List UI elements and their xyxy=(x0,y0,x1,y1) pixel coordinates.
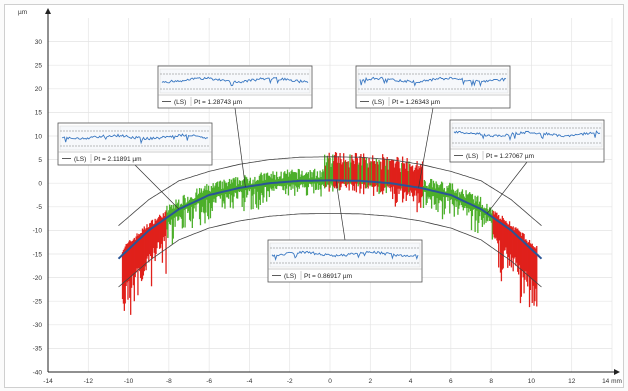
inset-panel: (LS) Pt = 1.26343 µm xyxy=(355,65,511,188)
x-tick-label: 12 xyxy=(568,378,576,385)
inset-plot-area xyxy=(451,122,603,148)
x-tick-label: -8 xyxy=(166,378,172,385)
y-tick-label: -20 xyxy=(33,275,43,282)
inset-label: (LS) xyxy=(372,99,384,106)
inset-label: (LS) xyxy=(466,153,478,160)
x-tick-label: 6 xyxy=(449,378,453,385)
inset-panel: (LS) Pt = 0.86917 µm xyxy=(267,180,423,283)
inset-panel: (LS) Pt = 2.11891 µm xyxy=(57,122,213,210)
y-tick-label: -25 xyxy=(33,299,43,306)
inset-trace xyxy=(453,130,601,142)
x-tick-label: 2 xyxy=(368,378,372,385)
x-tick-label: 14 mm xyxy=(602,378,622,385)
inset-label: (LS) xyxy=(74,156,86,163)
y-tick-label: -5 xyxy=(36,204,42,211)
y-tick-label: 5 xyxy=(38,157,42,164)
y-tick-label: 0 xyxy=(38,181,42,188)
x-tick-label: 8 xyxy=(489,378,493,385)
inset-pt-value: Pt = 1.28743 µm xyxy=(194,99,242,106)
inset-label: (LS) xyxy=(284,273,296,280)
inset-pt-value: Pt = 0.86917 µm xyxy=(304,273,352,280)
y-tick-label: -10 xyxy=(33,228,43,235)
y-tick-label: -30 xyxy=(33,322,43,329)
inset-label: (LS) xyxy=(174,99,186,106)
y-tick-label: -15 xyxy=(33,251,43,258)
y-tick-label: 30 xyxy=(35,39,43,46)
upper-tolerance-line xyxy=(118,156,542,226)
x-tick-label: -6 xyxy=(206,378,212,385)
grid xyxy=(47,18,613,373)
inset-trace xyxy=(359,76,507,88)
inset-panels: (LS) Pt = 2.11891 µm(LS) Pt = 1.28743 µm(L… xyxy=(57,65,605,283)
y-tick-label: -40 xyxy=(33,369,43,376)
x-axis-arrow xyxy=(614,369,620,375)
inset-leader-line xyxy=(134,164,180,210)
x-tick-label: -2 xyxy=(287,378,293,385)
chart-frame xyxy=(4,4,624,388)
inset-trace xyxy=(61,133,209,145)
series-group xyxy=(117,156,543,288)
x-tick-label: 0 xyxy=(328,378,332,385)
x-tick-label: -12 xyxy=(84,378,94,385)
inset-leader-line xyxy=(335,180,346,241)
inset-panel: (LS) Pt = 1.27067 µm xyxy=(449,119,605,214)
inset-leader-line xyxy=(234,107,246,188)
x-tick-label: 4 xyxy=(409,378,413,385)
nominal-profile-line xyxy=(117,179,543,260)
y-tick-label: 20 xyxy=(35,86,43,93)
x-tick-label: -4 xyxy=(247,378,253,385)
inset-leader-line xyxy=(486,161,528,214)
inset-trace xyxy=(271,250,419,261)
lower-tolerance-line xyxy=(118,213,542,288)
inset-pt-value: Pt = 1.26343 µm xyxy=(392,99,440,106)
x-tick-label: 10 xyxy=(528,378,536,385)
y-tick-label: 15 xyxy=(35,110,43,117)
x-tick-label: -10 xyxy=(124,378,134,385)
inset-plot-area xyxy=(357,68,509,94)
inset-trace xyxy=(161,76,309,87)
inset-pt-value: Pt = 1.27067 µm xyxy=(486,153,534,160)
y-tick-label: 10 xyxy=(35,133,43,140)
y-tick-label: -35 xyxy=(33,346,43,353)
deviation-bands xyxy=(121,152,538,315)
y-tick-label: 25 xyxy=(35,63,43,70)
y-axis-arrow xyxy=(45,8,51,14)
y-axis-label: µm xyxy=(18,9,27,16)
x-tick-label: -14 xyxy=(43,378,53,385)
inset-panel: (LS) Pt = 1.28743 µm xyxy=(157,65,313,188)
inset-pt-value: Pt = 2.11891 µm xyxy=(94,156,142,163)
inset-leader-line xyxy=(418,107,434,188)
